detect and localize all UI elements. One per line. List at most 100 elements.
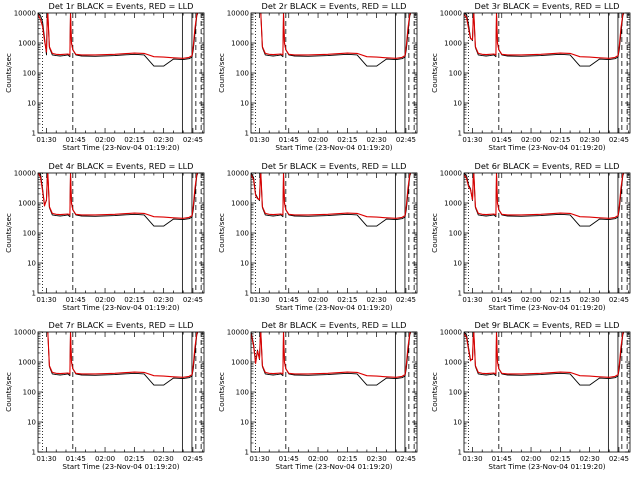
y-tick-label: 100 [449, 230, 462, 238]
series-lld [251, 332, 412, 378]
y-tick-label: 1000 [18, 200, 36, 208]
x-tick-label: 02:15 [550, 455, 570, 463]
y-tick-label: 1000 [231, 40, 249, 48]
x-axis-label: Start Time (23-Nov-04 01:19:20) [62, 303, 179, 312]
y-axis-label: Counts/sec [430, 53, 439, 93]
y-tick-label: 10000 [14, 10, 36, 18]
y-tick-label: 100 [449, 70, 462, 78]
panel-title: Det 6r BLACK = Events, RED = LLD [475, 161, 620, 171]
panel-det-5: Det 5r BLACK = Events, RED = LLD 1 10 100 10… [217, 161, 418, 312]
x-tick-label: 02:15 [550, 136, 570, 144]
y-tick-label: 1 [458, 130, 462, 138]
x-tick-label: 02:00 [521, 455, 541, 463]
y-tick-label: 100 [23, 389, 36, 397]
y-tick-label: 10 [453, 419, 462, 427]
panel-title: Det 8r BLACK = Events, RED = LLD [262, 320, 407, 330]
y-tick-label: 100 [236, 70, 249, 78]
y-tick-label: 1000 [444, 359, 462, 367]
series-events [47, 332, 199, 386]
panel-det-6: Det 6r BLACK = Events, RED = LLD 1 10 100 10… [430, 161, 631, 312]
panel-det-2: Det 2r BLACK = Events, RED = LLD 1 10 100 10… [217, 1, 418, 152]
plot-frame [463, 12, 631, 134]
y-tick-label: 10 [27, 260, 36, 268]
panel-det-3: Det 3r BLACK = Events, RED = LLD 1 10 100 10… [430, 1, 631, 152]
series-lld [464, 13, 625, 59]
plot-frame [37, 12, 205, 134]
panel-det-9: Det 9r BLACK = Events, RED = LLD 1 10 100 10… [430, 320, 631, 471]
x-tick-label: 02:15 [124, 136, 144, 144]
x-tick-label: 02:45 [609, 136, 629, 144]
panel-det-4: Det 4r BLACK = Events, RED = LLD 1 10 100 10… [4, 161, 205, 312]
panel-title: Det 2r BLACK = Events, RED = LLD [262, 1, 407, 11]
series-lld [464, 173, 625, 219]
y-tick-label: 10 [240, 100, 249, 108]
y-tick-label: 10000 [14, 329, 36, 337]
series-events [260, 13, 412, 67]
x-tick-label: 02:30 [580, 136, 600, 144]
y-tick-label: 1000 [231, 359, 249, 367]
y-tick-label: 1000 [18, 40, 36, 48]
x-tick-label: 02:15 [337, 455, 357, 463]
x-tick-label: 02:30 [367, 296, 387, 304]
y-tick-label: 1 [458, 449, 462, 457]
x-tick-label: 02:45 [396, 455, 416, 463]
y-tick-label: 100 [236, 389, 249, 397]
y-tick-label: 10 [27, 419, 36, 427]
x-axis-label: Start Time (23-Nov-04 01:19:20) [488, 303, 605, 312]
y-tick-label: 100 [23, 70, 36, 78]
x-tick-label: 02:45 [609, 296, 629, 304]
plot-frame [250, 172, 418, 294]
x-tick-label: 02:00 [95, 136, 115, 144]
series-lld [38, 173, 199, 219]
x-axis-label: Start Time (23-Nov-04 01:19:20) [275, 462, 392, 471]
x-axis-label: Start Time (23-Nov-04 01:19:20) [275, 303, 392, 312]
x-axis-label: Start Time (23-Nov-04 01:19:20) [488, 462, 605, 471]
panel-det-8: Det 8r BLACK = Events, RED = LLD 1 10 100 10… [217, 320, 418, 471]
x-tick-label: 02:15 [550, 296, 570, 304]
x-tick-label: 02:45 [183, 455, 203, 463]
plot-frame [37, 172, 205, 294]
y-tick-label: 10000 [227, 10, 249, 18]
x-tick-label: 02:00 [521, 296, 541, 304]
y-axis-label: Counts/sec [4, 372, 13, 412]
x-tick-label: 01:30 [249, 455, 269, 463]
plot-frame [37, 331, 205, 453]
y-tick-label: 1 [32, 449, 36, 457]
y-tick-label: 10000 [227, 329, 249, 337]
x-tick-label: 02:00 [521, 136, 541, 144]
x-tick-label: 01:30 [249, 136, 269, 144]
plot-frame [250, 12, 418, 134]
x-tick-label: 02:15 [337, 296, 357, 304]
x-tick-label: 02:30 [154, 136, 174, 144]
x-tick-label: 01:45 [492, 136, 512, 144]
x-axis-label: Start Time (23-Nov-04 01:19:20) [488, 143, 605, 152]
y-tick-label: 1000 [18, 359, 36, 367]
y-tick-label: 10 [453, 260, 462, 268]
series-lld [260, 13, 412, 59]
panel-title: Det 7r BLACK = Events, RED = LLD [49, 320, 194, 330]
y-tick-label: 10000 [440, 329, 462, 337]
y-tick-label: 100 [236, 230, 249, 238]
y-tick-label: 10 [240, 419, 249, 427]
y-tick-label: 10000 [14, 170, 36, 178]
x-tick-label: 01:30 [249, 296, 269, 304]
plot-frame [463, 331, 631, 453]
y-tick-label: 1 [245, 290, 249, 298]
x-tick-label: 01:45 [492, 455, 512, 463]
x-axis-label: Start Time (23-Nov-04 01:19:20) [62, 143, 179, 152]
y-tick-label: 10 [27, 100, 36, 108]
x-tick-label: 02:30 [367, 455, 387, 463]
y-axis-label: Counts/sec [430, 213, 439, 253]
x-tick-label: 01:30 [462, 136, 482, 144]
x-tick-label: 02:45 [183, 296, 203, 304]
x-tick-label: 01:30 [462, 296, 482, 304]
panel-title: Det 5r BLACK = Events, RED = LLD [262, 161, 407, 171]
x-tick-label: 01:30 [36, 136, 56, 144]
x-tick-label: 02:30 [367, 136, 387, 144]
x-tick-label: 02:00 [308, 296, 328, 304]
y-tick-label: 10000 [227, 170, 249, 178]
y-tick-label: 10 [240, 260, 249, 268]
y-tick-label: 1 [245, 130, 249, 138]
x-tick-label: 01:45 [66, 455, 86, 463]
x-tick-label: 02:15 [337, 136, 357, 144]
